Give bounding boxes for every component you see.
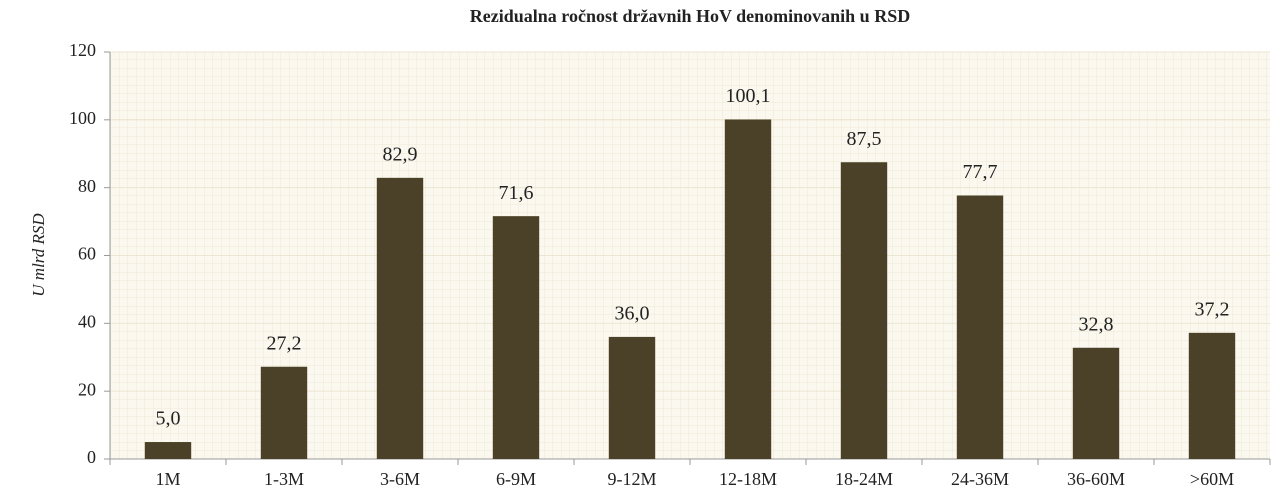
y-tick-label: 40	[78, 311, 96, 331]
y-axis-label: U mlrd RSD	[29, 213, 48, 297]
y-tick-label: 20	[78, 379, 96, 399]
bar	[608, 336, 656, 459]
data-label: 37,2	[1195, 298, 1230, 320]
data-label: 71,6	[499, 182, 534, 204]
x-tick-label: >60M	[1190, 469, 1234, 489]
data-label: 32,8	[1079, 313, 1114, 335]
data-label: 36,0	[615, 302, 650, 324]
y-tick-label: 80	[78, 176, 96, 196]
y-tick-label: 120	[69, 40, 96, 60]
x-tick-label: 6-9M	[496, 469, 536, 489]
bar	[1188, 332, 1236, 459]
y-tick-label: 0	[87, 447, 96, 467]
x-tick-label: 24-36M	[951, 469, 1009, 489]
bar	[1072, 347, 1120, 459]
data-label: 77,7	[963, 161, 998, 183]
chart-title: Rezidualna ročnost državnih HoV denomino…	[470, 6, 910, 26]
bar	[492, 216, 540, 459]
data-label: 87,5	[847, 128, 882, 150]
x-tick-label: 3-6M	[380, 469, 420, 489]
bar	[724, 119, 772, 459]
y-tick-label: 100	[69, 108, 96, 128]
x-tick-label: 9-12M	[608, 469, 657, 489]
data-label: 5,0	[156, 408, 181, 430]
x-tick-label: 36-60M	[1067, 469, 1125, 489]
x-tick-label: 1-3M	[264, 469, 304, 489]
y-tick-label: 60	[78, 244, 96, 264]
bar	[840, 162, 888, 459]
bar	[376, 177, 424, 460]
bar	[956, 195, 1004, 459]
bar	[260, 366, 308, 459]
x-tick-label: 18-24M	[835, 469, 893, 489]
data-label: 27,2	[267, 332, 302, 354]
bar	[144, 442, 192, 459]
data-label: 100,1	[726, 85, 771, 107]
x-tick-label: 12-18M	[719, 469, 777, 489]
data-label: 82,9	[383, 143, 418, 165]
x-tick-label: 1M	[155, 469, 180, 489]
